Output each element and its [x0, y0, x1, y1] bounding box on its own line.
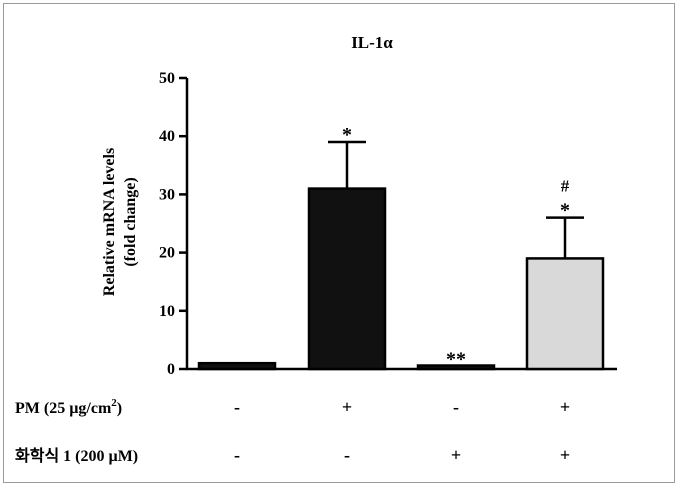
treatment-sign: + [451, 445, 461, 465]
y-tick-label: 40 [159, 128, 175, 145]
y-tick-label: 0 [167, 361, 175, 378]
treatment-sign: - [344, 445, 350, 465]
y-tick-label: 50 [159, 70, 175, 87]
y-ticks: 0 10 20 30 40 50 [159, 70, 187, 378]
treatment-sign: - [453, 397, 459, 417]
treatment-sign: - [234, 445, 240, 465]
bars: ****# [197, 124, 605, 371]
y-tick-label: 10 [159, 303, 175, 320]
bar [197, 361, 277, 371]
significance-label-secondary: # [561, 177, 570, 196]
treatment-sign: + [560, 397, 570, 417]
y-axis-label-line1: Relative mRNA levels [101, 148, 118, 296]
treatment-sign: + [342, 397, 352, 417]
chart-title: IL-1α [351, 33, 393, 52]
bar [307, 187, 387, 371]
treatment-row-label: PM (25 µg/cm2) [15, 397, 122, 417]
significance-label: * [342, 124, 352, 146]
treatment-table: PM (25 µg/cm2) - + - + 화학식 1 (200 µM) - - + + [15, 397, 570, 465]
y-tick-label: 20 [159, 245, 175, 262]
significance-label: * [560, 200, 570, 222]
y-tick-label: 30 [159, 186, 175, 203]
significance-label: ** [446, 349, 466, 371]
bar [525, 257, 605, 371]
treatment-sign: + [560, 445, 570, 465]
bar [416, 364, 496, 371]
y-axis-label-line2: (fold change) [122, 177, 139, 266]
y-axis-label: Relative mRNA levels (fold change) [101, 148, 139, 296]
treatment-row-label: 화학식 1 (200 µM) [15, 446, 138, 465]
treatment-sign: - [234, 397, 240, 417]
